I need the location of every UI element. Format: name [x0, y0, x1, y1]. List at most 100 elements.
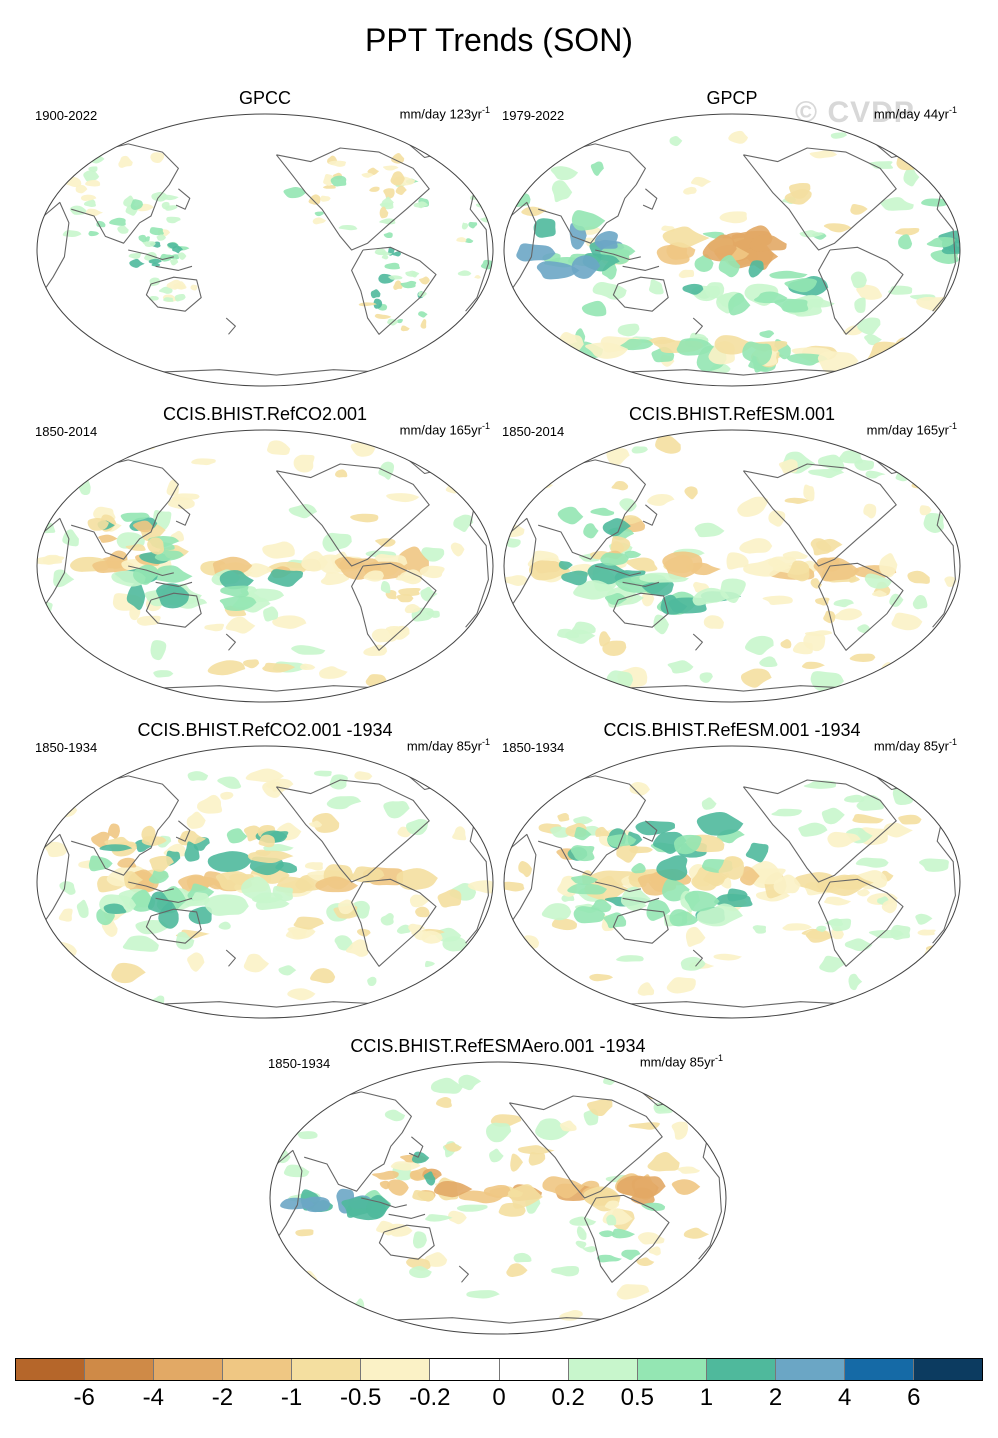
trend-contour	[637, 873, 670, 896]
trend-contour	[363, 570, 384, 582]
panel-title: CCIS.BHIST.RefESM.001	[628, 404, 836, 424]
trend-contour	[218, 921, 231, 930]
trend-contour	[415, 906, 430, 918]
trend-contour	[803, 632, 826, 652]
trend-contour	[850, 271, 867, 289]
trend-contour	[683, 1227, 710, 1239]
panel-title: CCIS.BHIST.RefCO2.001 -1934	[137, 720, 393, 740]
trend-contour	[752, 925, 767, 934]
colorbar-swatch	[706, 1359, 776, 1380]
trend-contour	[824, 896, 852, 906]
trend-contour	[132, 520, 154, 533]
trend-contour	[753, 291, 788, 304]
trend-contour	[421, 547, 445, 562]
trend-contour	[919, 858, 949, 872]
coastline	[873, 127, 915, 159]
coastline	[642, 188, 658, 210]
trend-contour	[864, 573, 893, 589]
trend-contour	[891, 612, 923, 631]
trend-contour	[392, 251, 401, 257]
trend-contour	[905, 453, 934, 477]
trend-contour	[637, 982, 655, 996]
trend-contour	[720, 578, 746, 603]
trend-contour	[405, 818, 429, 836]
trend-contour	[504, 192, 531, 208]
trend-contour	[468, 478, 483, 493]
trend-contour	[153, 670, 174, 678]
trend-contour	[907, 570, 930, 584]
trend-contour	[890, 924, 911, 940]
trend-contour	[619, 338, 654, 351]
trend-contour	[372, 1170, 399, 1180]
trend-contour	[387, 1223, 413, 1237]
trend-contour	[425, 960, 435, 968]
trend-contour	[103, 903, 127, 914]
coastline	[873, 759, 915, 791]
coastline	[560, 992, 904, 1008]
trend-contour	[680, 956, 706, 971]
trend-contour	[430, 1077, 463, 1094]
map-plot	[503, 745, 961, 1019]
trend-contour	[356, 928, 371, 937]
trend-contour	[691, 1276, 722, 1284]
trend-contour	[350, 439, 376, 457]
trend-field	[40, 127, 493, 376]
trend-contour	[864, 334, 882, 346]
trend-contour	[308, 820, 323, 828]
coastline	[642, 820, 658, 842]
map-panel-gpcp: GPCP 1979-2022 mm/day 44yr-1	[502, 88, 962, 388]
trend-contour	[174, 293, 186, 302]
trend-contour	[118, 155, 133, 168]
trend-contour	[405, 270, 420, 277]
trend-contour	[536, 261, 580, 280]
trend-contour	[320, 572, 350, 586]
coastline	[595, 881, 641, 893]
trend-contour	[257, 824, 276, 838]
trend-contour	[404, 604, 421, 614]
coastline	[48, 775, 179, 876]
panel-period: 1850-2014	[502, 424, 565, 439]
coastline	[155, 897, 193, 903]
trend-contour	[278, 965, 297, 976]
trend-contour	[166, 479, 179, 496]
trend-contour	[63, 160, 75, 168]
trend-contour	[59, 881, 76, 895]
trend-contour	[83, 170, 100, 182]
colorbar-tick-label: -0.5	[340, 1384, 382, 1411]
trend-contour	[219, 596, 257, 611]
trend-contour	[243, 659, 260, 669]
trend-contour	[947, 678, 960, 689]
trend-contour	[931, 948, 946, 964]
trend-contour	[557, 812, 570, 822]
trend-contour	[782, 923, 812, 931]
coastline	[818, 878, 904, 967]
trend-contour	[804, 630, 833, 637]
trend-contour	[920, 978, 937, 991]
trend-contour	[293, 454, 315, 473]
trend-contour	[533, 218, 556, 238]
colorbar-swatch	[85, 1359, 155, 1380]
colorbar-tick-label: 1	[699, 1384, 714, 1411]
trend-contour	[550, 139, 569, 159]
trend-contour	[197, 794, 223, 814]
trend-contour	[606, 448, 630, 466]
trend-contour	[153, 565, 193, 583]
trend-contour	[409, 1266, 432, 1279]
coastline	[510, 833, 537, 924]
trend-contour	[617, 323, 640, 337]
trend-contour	[262, 541, 295, 559]
trend-contour	[600, 552, 629, 566]
trend-contour	[805, 928, 833, 943]
trend-contour	[173, 283, 187, 290]
map-border	[503, 429, 961, 703]
trend-contour	[384, 1109, 406, 1122]
trend-field	[43, 758, 493, 1011]
trend-contour	[419, 565, 445, 579]
trend-contour	[745, 635, 774, 656]
trend-contour	[882, 125, 913, 140]
trend-contour	[507, 1184, 543, 1209]
trend-contour	[251, 892, 283, 904]
trend-contour	[881, 899, 898, 914]
coastline	[155, 581, 193, 587]
trend-contour	[526, 659, 543, 672]
